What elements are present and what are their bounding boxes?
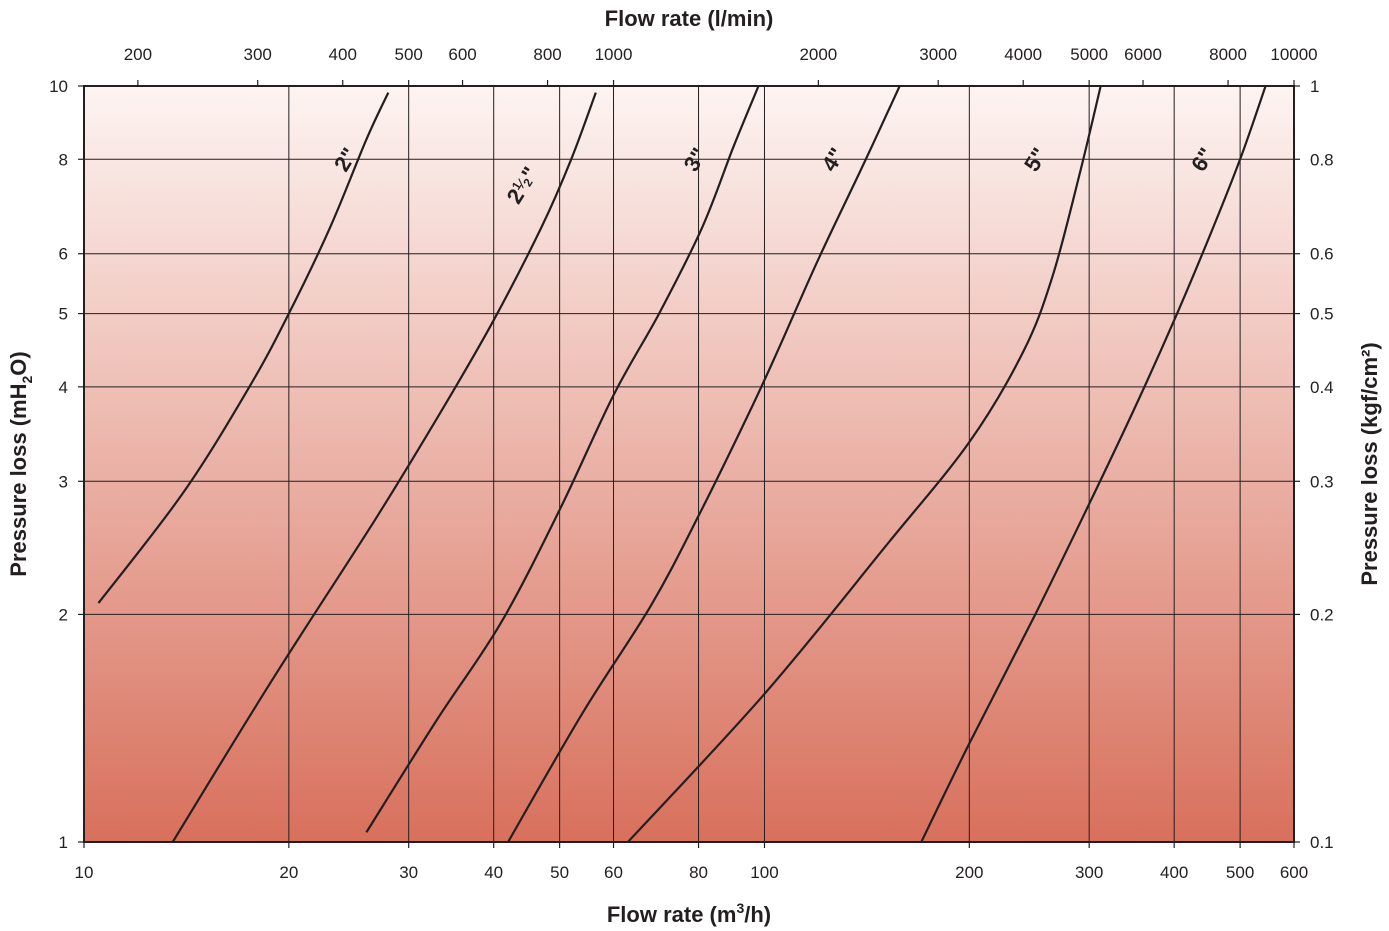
x-top-tick-label: 400 bbox=[329, 45, 357, 64]
x-top-tick-label: 500 bbox=[394, 45, 422, 64]
x-axis-top-title: Flow rate (l/min) bbox=[605, 6, 774, 31]
x-top-tick-label: 10000 bbox=[1270, 45, 1317, 64]
series-curve bbox=[97, 92, 390, 604]
y-left-tick-label: 1 bbox=[59, 833, 68, 852]
x-bottom-tick-label: 30 bbox=[399, 863, 418, 882]
x-top-tick-label: 5000 bbox=[1070, 45, 1108, 64]
x-top-tick-label: 600 bbox=[448, 45, 476, 64]
y-axis-left-title-suffix: O) bbox=[6, 351, 31, 375]
y-left-tick-label: 5 bbox=[59, 305, 68, 324]
x-top-tick-label: 1000 bbox=[595, 45, 633, 64]
y-right-tick-label: 0.8 bbox=[1310, 150, 1334, 169]
y-axis-left-title: Pressure loss (mH2O) bbox=[6, 351, 35, 576]
x-bottom-tick-label: 50 bbox=[550, 863, 569, 882]
x-bottom-tick-label: 60 bbox=[604, 863, 623, 882]
x-top-tick-label: 8000 bbox=[1209, 45, 1247, 64]
y-right-tick-label: 1 bbox=[1310, 77, 1319, 96]
series-curve bbox=[920, 85, 1267, 843]
y-right-tick-label: 0.6 bbox=[1310, 245, 1334, 264]
plot-frame bbox=[83, 85, 1295, 843]
x-bottom-tick-label: 100 bbox=[750, 863, 778, 882]
x-top-tick-label: 800 bbox=[533, 45, 561, 64]
series-curve bbox=[507, 85, 901, 843]
x-bottom-tick-label: 500 bbox=[1226, 863, 1254, 882]
x-axis-bottom-title: Flow rate (m3/h) bbox=[607, 900, 771, 927]
x-bottom-tick-label: 40 bbox=[484, 863, 503, 882]
x-bottom-tick-label: 400 bbox=[1160, 863, 1188, 882]
tick-marks bbox=[78, 80, 1300, 848]
x-axis-bottom-title-sup: 3 bbox=[736, 900, 744, 916]
y-axis-left-tick-labels: 1 2 3 4 5 6 8 10 bbox=[49, 77, 68, 852]
x-axis-bottom-title-main: Flow rate (m bbox=[607, 902, 737, 927]
y-right-tick-label: 0.4 bbox=[1310, 378, 1334, 397]
y-axis-left-title-sub: 2 bbox=[19, 376, 35, 384]
y-left-tick-label: 8 bbox=[59, 150, 68, 169]
x-bottom-tick-label: 300 bbox=[1075, 863, 1103, 882]
y-left-tick-label: 2 bbox=[59, 605, 68, 624]
x-bottom-tick-label: 20 bbox=[279, 863, 298, 882]
x-top-tick-label: 200 bbox=[124, 45, 152, 64]
y-axis-left-title-main: Pressure loss (mH bbox=[6, 384, 31, 577]
y-left-tick-label: 6 bbox=[59, 245, 68, 264]
x-bottom-tick-label: 200 bbox=[955, 863, 983, 882]
series-curve bbox=[171, 92, 597, 843]
y-left-tick-label: 3 bbox=[59, 472, 68, 491]
y-left-tick-label: 4 bbox=[59, 378, 68, 397]
y-right-tick-label: 0.1 bbox=[1310, 833, 1334, 852]
y-right-tick-label: 0.3 bbox=[1310, 472, 1334, 491]
series-curve bbox=[365, 85, 760, 833]
x-bottom-tick-label: 80 bbox=[689, 863, 708, 882]
x-top-tick-label: 2000 bbox=[799, 45, 837, 64]
x-bottom-tick-label: 10 bbox=[75, 863, 94, 882]
x-top-tick-label: 4000 bbox=[1004, 45, 1042, 64]
x-top-tick-label: 6000 bbox=[1124, 45, 1162, 64]
y-right-tick-label: 0.2 bbox=[1310, 605, 1334, 624]
y-axis-right-title: Pressure loss (kgf/cm²) bbox=[1357, 342, 1382, 585]
x-top-tick-label: 300 bbox=[244, 45, 272, 64]
series-curves bbox=[97, 85, 1267, 843]
y-axis-right-tick-labels: 0.1 0.2 0.3 0.4 0.5 0.6 0.8 1 bbox=[1310, 77, 1334, 852]
x-axis-bottom-tick-labels: 10 20 30 40 50 60 80 100 200 300 400 500 600 bbox=[75, 863, 1309, 882]
x-bottom-tick-label: 600 bbox=[1280, 863, 1308, 882]
y-left-tick-label: 10 bbox=[49, 77, 68, 96]
series-curve bbox=[627, 85, 1102, 843]
x-axis-top-tick-labels: 200 300 400 500 600 800 1000 2000 3000 4000 5000 60… bbox=[124, 45, 1318, 64]
x-top-tick-label: 3000 bbox=[919, 45, 957, 64]
grid-lines bbox=[84, 86, 1294, 842]
plot-background bbox=[84, 86, 1294, 842]
x-axis-bottom-title-suffix: /h) bbox=[744, 902, 771, 927]
y-right-tick-label: 0.5 bbox=[1310, 305, 1334, 324]
